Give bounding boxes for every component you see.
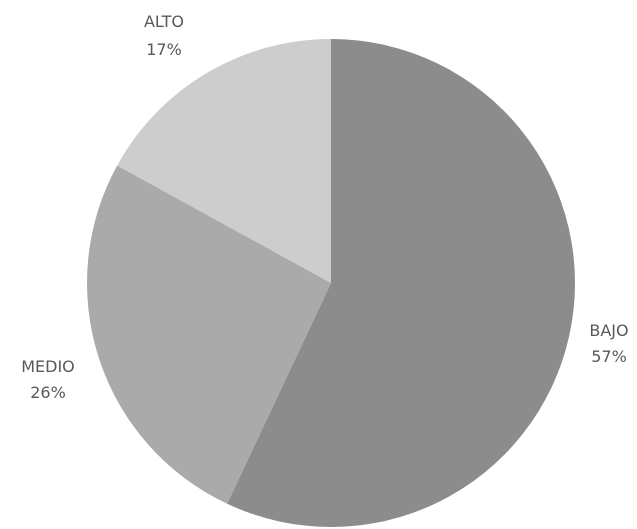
slice-label-group-alto: ALTO 17% <box>144 12 184 59</box>
slice-label-group-medio: MEDIO 26% <box>21 357 75 402</box>
slice-label-group-bajo: BAJO 57% <box>589 321 628 366</box>
pie-slice-medio <box>86 165 331 504</box>
pie-slices <box>86 39 575 527</box>
pie-slice-alto <box>117 39 332 283</box>
slice-percent-bajo: 57% <box>591 347 627 366</box>
slice-percent-medio: 26% <box>30 383 66 402</box>
slice-label-medio: MEDIO <box>21 357 75 376</box>
slice-percent-alto: 17% <box>146 40 182 59</box>
pie-slice-bajo <box>227 39 575 527</box>
slice-label-bajo: BAJO <box>589 321 628 340</box>
slice-label-alto: ALTO <box>144 12 184 31</box>
